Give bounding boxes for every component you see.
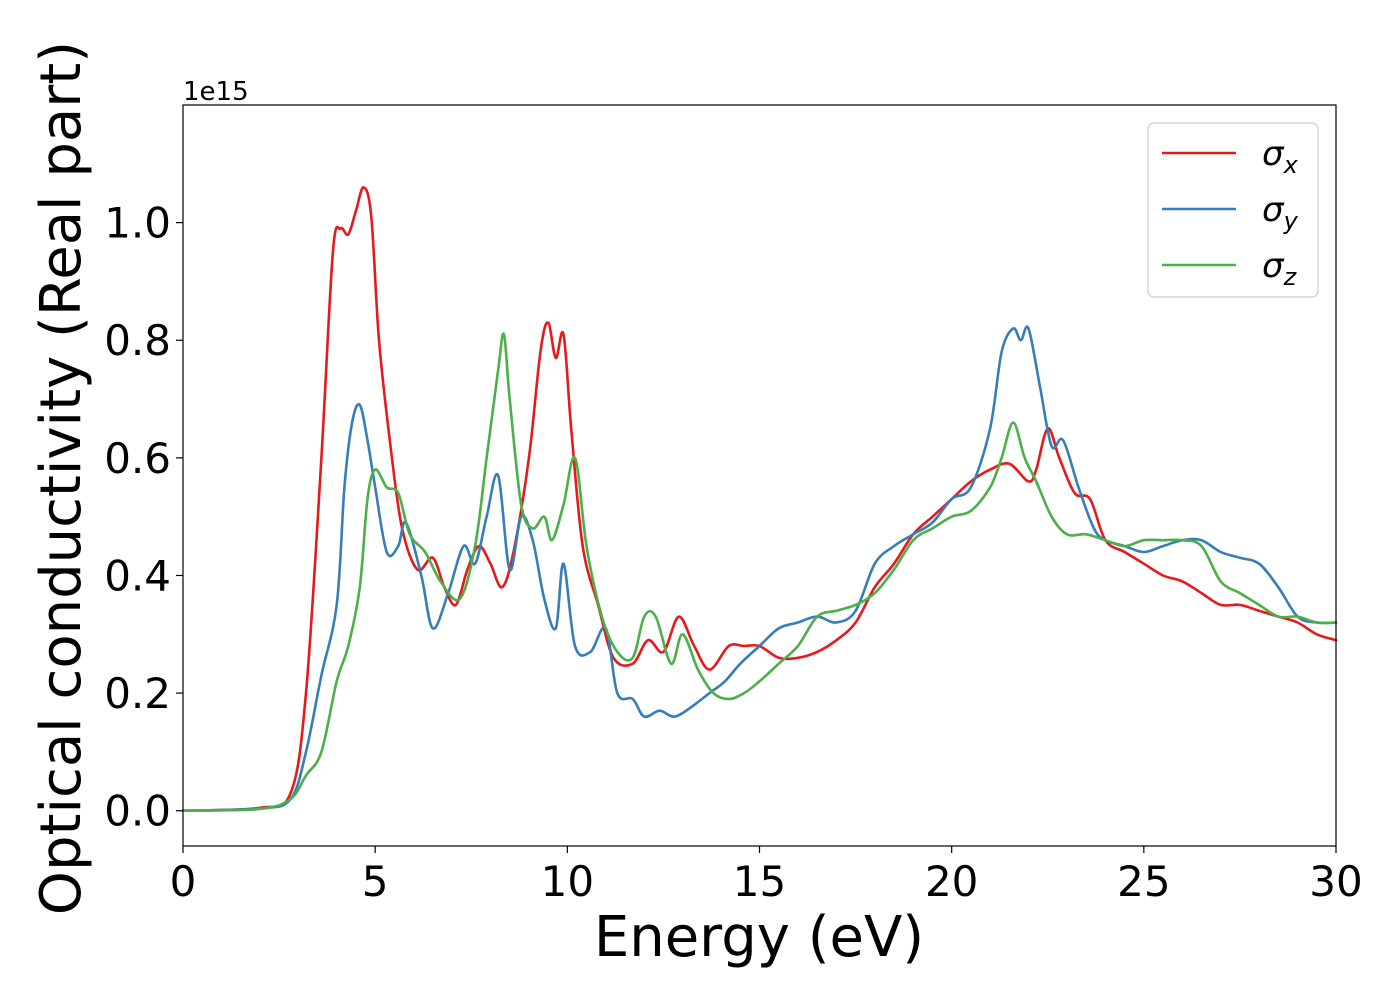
x-tick-label: 0 <box>170 857 197 906</box>
y-tick-label: 0.2 <box>104 669 171 718</box>
legend-symbol: σ <box>1262 246 1285 286</box>
series-line-x <box>181 185 1338 812</box>
series-line-z <box>181 332 1338 812</box>
y-tick-label: 0.8 <box>104 316 171 365</box>
y-scale-multiplier: 1e15 <box>183 77 249 107</box>
y-tick-label: 1.0 <box>104 199 171 248</box>
x-tick-label: 10 <box>541 857 594 906</box>
legend-label-z: σz <box>1262 246 1298 291</box>
x-tick-label: 30 <box>1309 857 1362 906</box>
x-tick-label: 25 <box>1117 857 1170 906</box>
y-axis-ticks: 0.0 0.2 0.4 0.6 0.8 1.0 <box>104 199 183 836</box>
legend-symbol: σ <box>1262 190 1285 230</box>
legend-subscript: z <box>1283 263 1298 291</box>
x-tick-label: 15 <box>733 857 786 906</box>
x-axis-title: Energy (eV) <box>594 905 924 970</box>
legend-subscript: y <box>1283 207 1299 235</box>
x-tick-label: 20 <box>925 857 978 906</box>
y-tick-label: 0.6 <box>104 434 171 483</box>
legend-symbol: σ <box>1262 134 1285 174</box>
legend-subscript: x <box>1283 151 1299 179</box>
plot-lines <box>181 185 1338 812</box>
legend-label-x: σx <box>1262 134 1299 179</box>
x-tick-label: 5 <box>362 857 389 906</box>
y-tick-label: 0.4 <box>104 551 171 600</box>
x-axis-ticks: 0 5 10 15 20 25 30 <box>170 846 1363 906</box>
legend-label-y: σy <box>1262 190 1299 235</box>
y-tick-label: 0.0 <box>104 787 171 836</box>
y-axis-title: Optical conductivity (Real part) <box>29 41 94 915</box>
